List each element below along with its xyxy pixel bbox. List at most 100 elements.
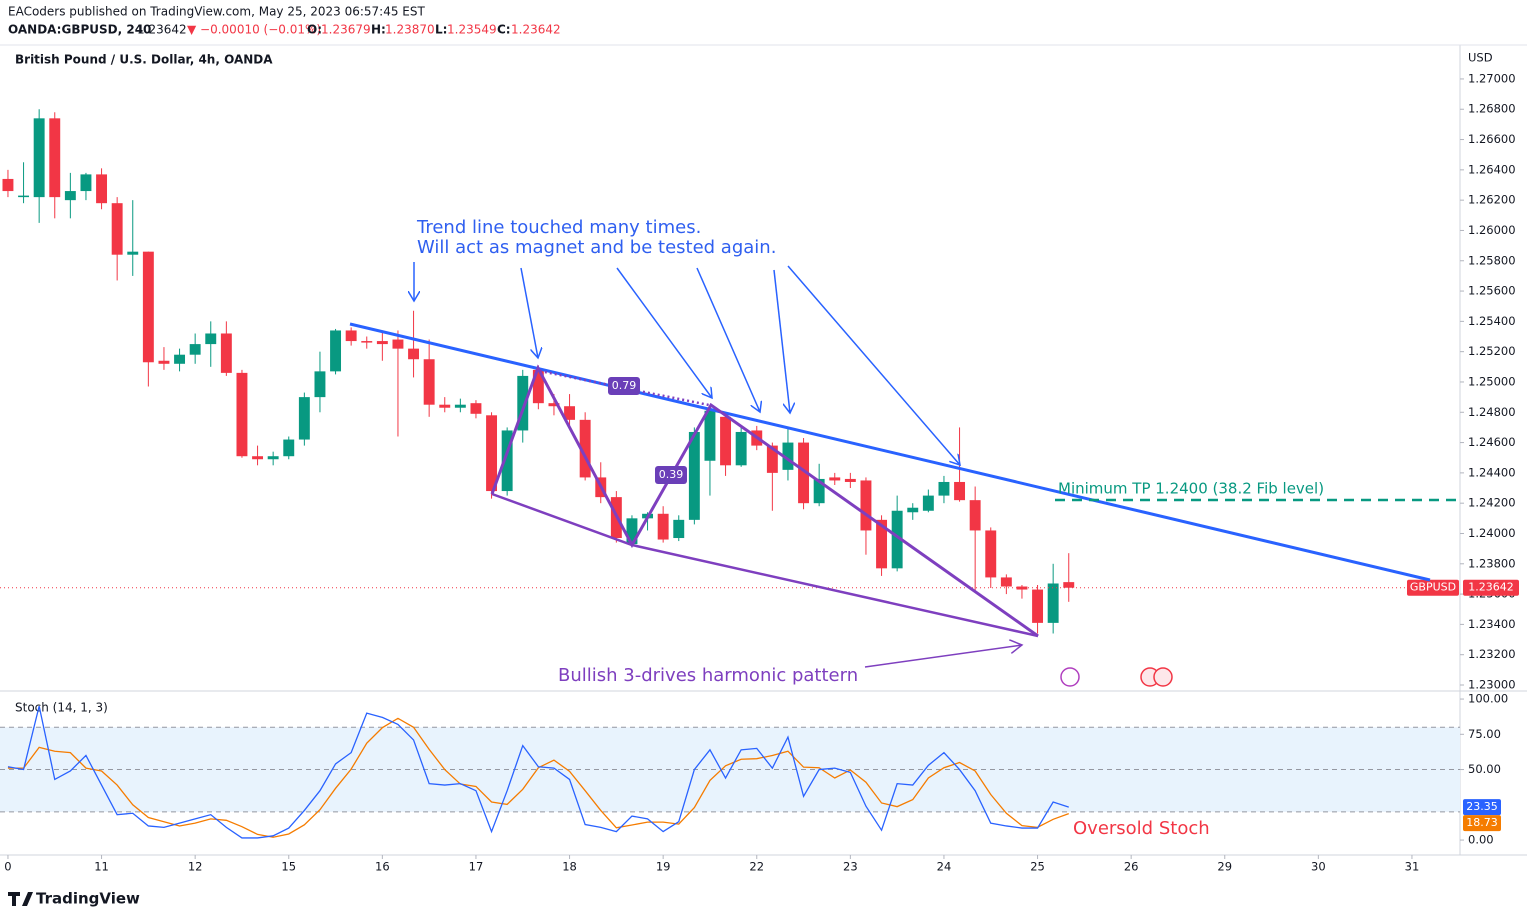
symbol: OANDA:GBPUSD, 240 xyxy=(8,23,151,37)
x-tick-label: 12 xyxy=(188,860,203,874)
candle-body xyxy=(111,203,123,255)
arrow xyxy=(520,267,538,358)
candle-body xyxy=(1047,583,1059,623)
candle-body xyxy=(18,195,30,198)
candle-body xyxy=(392,339,404,349)
x-tick-label: 23 xyxy=(843,860,858,874)
y-tick-label: 1.24000 xyxy=(1468,526,1516,540)
candle-body xyxy=(314,371,326,398)
event-icon[interactable] xyxy=(1060,667,1080,687)
brand: TradingView xyxy=(36,890,140,908)
y-tick-label: 1.26000 xyxy=(1468,223,1516,237)
y-tick-label: 1.26600 xyxy=(1468,132,1516,146)
x-tick-label: 26 xyxy=(1124,860,1139,874)
annotation: Will act as magnet and be tested again. xyxy=(417,237,776,258)
candle-body xyxy=(205,333,217,345)
y-tick-label: 1.26400 xyxy=(1468,162,1516,176)
candle-body xyxy=(579,419,591,478)
y-tick-label: 1.23200 xyxy=(1468,647,1516,661)
x-tick-label: 17 xyxy=(469,860,484,874)
arrow xyxy=(616,267,712,398)
y-tick-label: 1.27000 xyxy=(1468,71,1516,85)
value-tag xyxy=(1463,799,1501,816)
candle-body xyxy=(439,404,451,408)
x-tick-label: 24 xyxy=(937,860,952,874)
arrow xyxy=(696,267,760,412)
candle-body xyxy=(876,519,888,569)
y-tick-label: 1.25600 xyxy=(1468,284,1516,298)
candle-body xyxy=(1063,582,1075,588)
ohlc-value: 1.23679 xyxy=(321,23,371,37)
candle-body xyxy=(345,330,357,342)
candle-body xyxy=(673,519,685,539)
candle-body xyxy=(813,478,825,504)
x-tick-label: 15 xyxy=(281,860,296,874)
candle-body xyxy=(720,416,732,466)
candle-body xyxy=(969,500,981,531)
y-tick-label: 1.23000 xyxy=(1468,678,1516,692)
y-tick-label: 0.00 xyxy=(1468,833,1494,847)
candle-body xyxy=(49,118,61,198)
ohlc-value: 1.23549 xyxy=(447,23,497,37)
stoch-line xyxy=(7,705,1069,839)
annotations xyxy=(349,262,1460,687)
candle-body xyxy=(688,431,700,520)
y-tick-label: 75.00 xyxy=(1468,727,1501,741)
candle-body xyxy=(564,406,576,420)
candle-body xyxy=(704,410,716,461)
logo xyxy=(8,892,33,906)
candle-body xyxy=(174,354,186,364)
candle-body xyxy=(127,251,139,255)
annotation: Trend line touched many times. xyxy=(416,217,701,238)
candle-body xyxy=(189,344,201,355)
ratio-box xyxy=(655,466,687,484)
ohlc-value: 1.23870 xyxy=(385,23,435,37)
ratio-label: 0.79 xyxy=(612,379,637,392)
event-icon[interactable] xyxy=(1153,667,1173,687)
candle-body xyxy=(283,439,295,457)
candle-body xyxy=(954,481,966,501)
stoch-line xyxy=(7,717,1069,838)
y-tick-label: 1.25000 xyxy=(1468,374,1516,388)
arrow xyxy=(787,265,960,465)
candle-body xyxy=(985,530,997,578)
ratio-box xyxy=(608,377,640,395)
candle-body xyxy=(798,442,810,504)
price-tag-label: 1.23642 xyxy=(1468,581,1514,594)
candle-body xyxy=(423,359,435,405)
currency: USD xyxy=(1468,51,1493,65)
candle-body xyxy=(782,442,794,470)
candle-body xyxy=(470,403,482,414)
y-tick-label: 1.25200 xyxy=(1468,344,1516,358)
candle-body xyxy=(361,341,373,343)
y-tick-label: 50.00 xyxy=(1468,762,1501,776)
candle-body xyxy=(938,481,950,496)
candle-body xyxy=(532,369,544,404)
candle-body xyxy=(2,178,14,192)
candle-body xyxy=(1000,577,1012,587)
pattern-line xyxy=(491,492,1039,638)
candle-body xyxy=(829,477,841,481)
x-tick-label: 31 xyxy=(1405,860,1420,874)
indicator-title: Stoch (14, 1, 3) xyxy=(15,701,108,715)
candle-body xyxy=(454,404,466,408)
x-tick-label: 11 xyxy=(94,860,109,874)
ratio-label: 0.39 xyxy=(659,468,684,481)
candle-body xyxy=(267,456,279,460)
y-tick-label: 1.26800 xyxy=(1468,102,1516,116)
x-tick-label: 16 xyxy=(375,860,390,874)
ohlc-label: L: xyxy=(435,23,447,37)
candle-body xyxy=(844,478,856,482)
candle-body xyxy=(142,251,154,363)
candle-body xyxy=(657,513,669,540)
x-tick-label: 29 xyxy=(1217,860,1232,874)
marks: 1.27000 1.26800 1.26600 1.26400 1.26200 1.260… xyxy=(0,71,1519,874)
x-tick-label: 25 xyxy=(1030,860,1045,874)
chart-title: British Pound / U.S. Dollar, 4h, OANDA xyxy=(15,53,273,67)
candle-body xyxy=(517,375,529,431)
candle-body xyxy=(735,431,747,466)
candle-body xyxy=(922,495,934,511)
annotation: Minimum TP 1.2400 (38.2 Fib level) xyxy=(1058,480,1324,498)
ohlc-label: O: xyxy=(307,23,322,37)
